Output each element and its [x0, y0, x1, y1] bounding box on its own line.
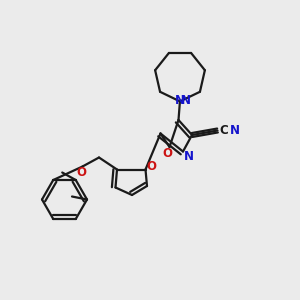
Text: O: O [76, 166, 86, 179]
Text: N: N [183, 150, 194, 164]
Text: N: N [230, 124, 240, 137]
Text: O: O [163, 147, 173, 160]
Text: N: N [180, 94, 190, 107]
Text: O: O [146, 160, 157, 173]
Text: N: N [174, 94, 184, 107]
Text: C: C [220, 124, 228, 137]
